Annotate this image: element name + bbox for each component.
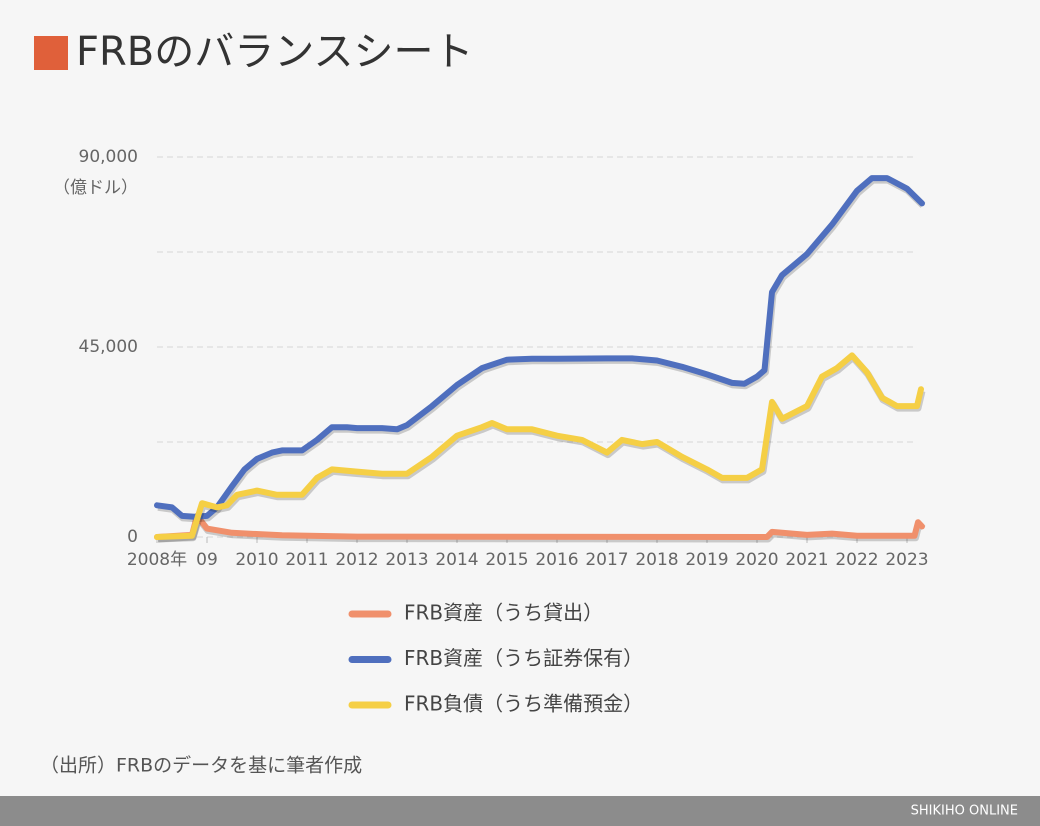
x-tick-label: 2020 — [735, 550, 778, 570]
x-tick-label: 2012 — [335, 550, 378, 570]
title-marker — [34, 36, 68, 70]
x-tick-label: 2008年 — [127, 550, 187, 570]
x-tick-label: 2010 — [235, 550, 278, 570]
y-tick-label: 45,000 — [79, 337, 138, 357]
x-tick-label: 2015 — [485, 550, 528, 570]
x-tick-label: 2021 — [785, 550, 828, 570]
series-line — [154, 175, 925, 520]
y-tick-label: 0 — [127, 527, 138, 547]
series-line — [154, 352, 924, 540]
footer-brand: SHIKIHO ONLINE — [911, 804, 1018, 819]
x-tick-label: 2011 — [285, 550, 328, 570]
legend-label: FRB資産（うち貸出） — [404, 601, 603, 625]
y-unit: （億ドル） — [53, 178, 138, 198]
legend-label: FRB負債（うち準備預金） — [404, 692, 643, 716]
source-note: （出所）FRBのデータを基に筆者作成 — [40, 755, 362, 777]
x-tick-label: 2023 — [885, 550, 928, 570]
x-tick-label: 2013 — [385, 550, 428, 570]
x-tick-label: 2019 — [685, 550, 728, 570]
y-tick-label: 90,000 — [79, 147, 138, 167]
x-tick-label: 2014 — [435, 550, 478, 570]
x-tick-label: 2018 — [635, 550, 678, 570]
x-tick-label: 2022 — [835, 550, 878, 570]
x-tick-label: 2016 — [535, 550, 578, 570]
x-tick-label: 09 — [196, 550, 218, 570]
chart-title: FRBのバランスシート — [76, 29, 473, 75]
footer-bar — [0, 796, 1040, 826]
legend-label: FRB資産（うち証券保有） — [404, 646, 643, 670]
series-line — [154, 512, 925, 540]
x-tick-label: 2017 — [585, 550, 628, 570]
